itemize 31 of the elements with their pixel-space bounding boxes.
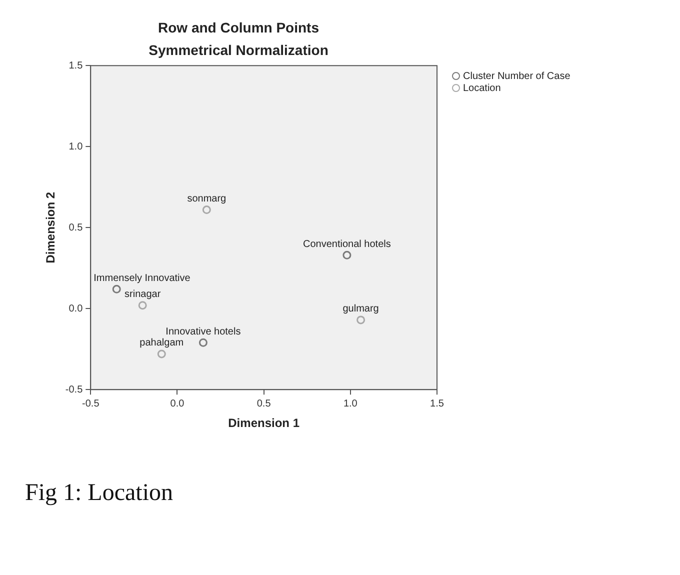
x-tick-label: 0.0 [170,398,185,410]
point [157,350,166,358]
x-axis-title: Dimension 1 [228,416,300,430]
point [202,206,211,214]
annotation: srinagar [124,289,162,300]
y-tick-label: 1.0 [68,141,84,152]
annotation: Immensely Innovative [94,272,191,284]
y-tick-label: 0.0 [68,303,84,314]
annotation: gulmarg [342,304,379,315]
caption: Fig 1: Location [25,480,173,507]
legend-label: Cluster Number of Case [463,70,570,82]
point [112,284,121,294]
point [138,301,147,310]
annotation: sonmarg [187,194,226,205]
x-tick-label: 0.5 [256,398,272,410]
x-tick-label: 1.5 [430,398,444,410]
chart-title: Row and Column Points [158,19,320,36]
y-tick-label: 0.5 [68,222,84,234]
point [342,250,352,260]
annotation: pahalgam [140,338,184,349]
x-tick-label: 1.0 [343,398,358,410]
chart-subtitle: Symmetrical Normalization [148,42,328,58]
x-tick-label: -0.5 [82,398,100,410]
point [356,316,366,324]
y-tick-label: 1.5 [68,60,84,72]
y-axis-title: Dimension 2 [44,192,58,264]
point [198,338,208,347]
annotation: Innovative hotels [166,326,241,338]
legend-label: Location [463,82,501,94]
annotation: Conventional hotels [303,238,391,250]
y-tick-label: -0.5 [65,384,84,396]
